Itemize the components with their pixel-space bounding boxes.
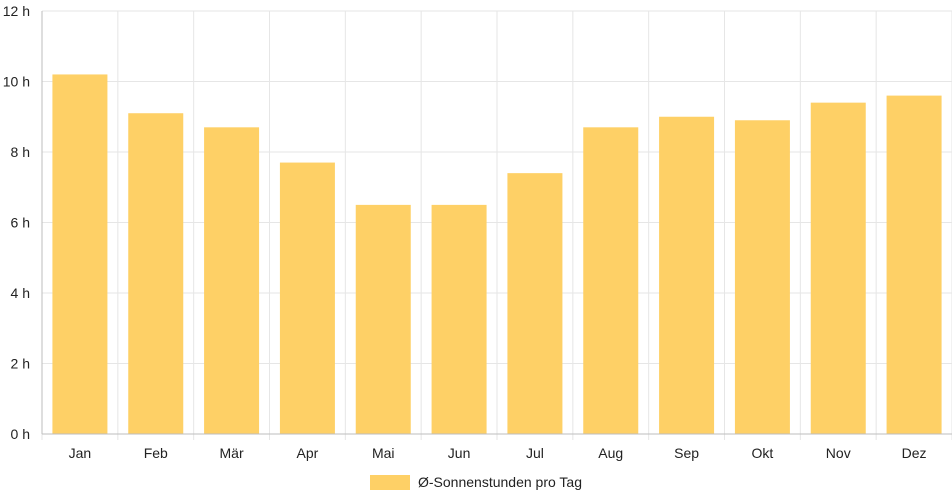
y-axis-tick-labels: 0 h 2 h 4 h 6 h 8 h 10 h 12 h	[3, 3, 30, 442]
x-tick-label: Mai	[372, 445, 395, 461]
bar-aug[interactable]	[583, 127, 639, 434]
bar-feb[interactable]	[128, 113, 184, 434]
legend-swatch[interactable]	[370, 475, 410, 490]
x-tick-label: Feb	[144, 445, 168, 461]
bar-dez[interactable]	[886, 95, 942, 434]
x-axis-tick-labels: Jan Feb Mär Apr Mai Jun Jul Aug Sep Okt Nov Dez	[69, 445, 927, 461]
y-tick-label: 10 h	[3, 74, 30, 90]
x-tick-label: Jun	[448, 445, 471, 461]
y-tick-label: 6 h	[11, 215, 30, 231]
bar-apr[interactable]	[279, 162, 335, 434]
y-tick-label: 4 h	[11, 285, 30, 301]
y-tick-label: 12 h	[3, 3, 30, 19]
x-tick-label: Okt	[752, 445, 774, 461]
bar-jan[interactable]	[52, 74, 108, 434]
x-tick-label: Dez	[902, 445, 927, 461]
bar-jul[interactable]	[507, 173, 563, 434]
legend-label-sunshine[interactable]: Ø-Sonnenstunden pro Tag	[418, 474, 582, 490]
x-tick-label: Jul	[526, 445, 544, 461]
bar-jun[interactable]	[431, 204, 487, 434]
bar-mär[interactable]	[204, 127, 260, 434]
x-tick-label: Apr	[297, 445, 319, 461]
y-tick-label: 8 h	[11, 144, 30, 160]
y-tick-label: 0 h	[11, 426, 30, 442]
x-tick-label: Sep	[674, 445, 699, 461]
x-tick-label: Mär	[220, 445, 244, 461]
bar-sep[interactable]	[659, 116, 715, 434]
x-tick-label: Jan	[69, 445, 92, 461]
bar-okt[interactable]	[734, 120, 790, 435]
legend[interactable]: Ø-Sonnenstunden pro Tag	[370, 474, 582, 490]
y-tick-label: 2 h	[11, 356, 30, 372]
bar-nov[interactable]	[810, 102, 866, 435]
axes	[41, 11, 952, 435]
bar-mai[interactable]	[355, 204, 411, 434]
x-tick-label: Aug	[598, 445, 623, 461]
x-tick-label: Nov	[826, 445, 851, 461]
grid-lines	[41, 10, 952, 440]
bars	[52, 74, 942, 435]
